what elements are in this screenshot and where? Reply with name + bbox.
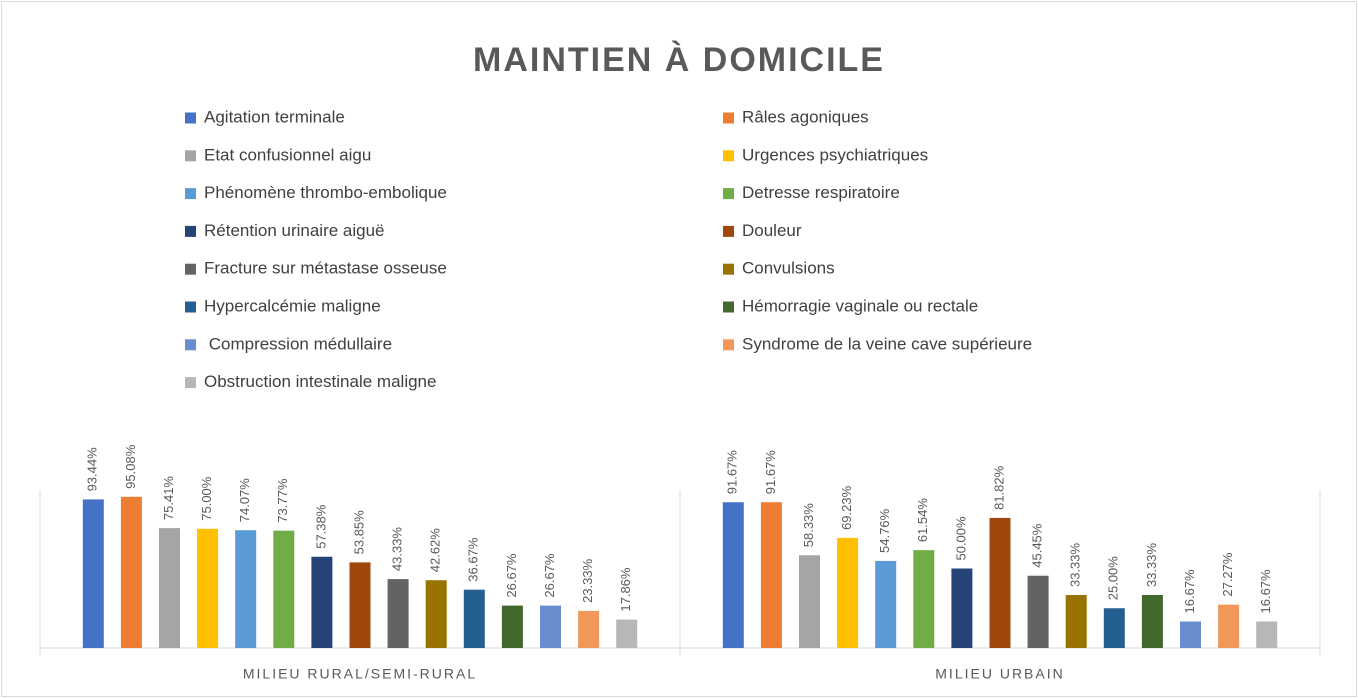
data-label: 57.38% (313, 504, 328, 549)
bar (837, 537, 859, 648)
data-label: 69.23% (839, 485, 854, 530)
legend-swatch (185, 188, 196, 200)
bar (349, 562, 371, 648)
legend-swatch (723, 339, 734, 351)
bar (875, 560, 897, 648)
data-label: 45.45% (1030, 523, 1045, 568)
legend-swatch (185, 263, 196, 275)
bar (1065, 595, 1087, 648)
legend-swatch (723, 188, 734, 200)
data-label: 17.86% (618, 567, 633, 612)
bar (82, 499, 104, 648)
data-label: 61.54% (915, 498, 930, 543)
data-label: 81.82% (991, 465, 1006, 510)
bar (1256, 621, 1278, 648)
data-label: 95.08% (123, 444, 138, 489)
data-label: 74.07% (237, 478, 252, 523)
data-label: 75.00% (199, 476, 214, 521)
bar (1103, 608, 1125, 648)
data-label: 16.67% (1182, 569, 1197, 614)
legend-label: Syndrome de la veine cave supérieure (742, 334, 1032, 353)
legend-label: Etat confusionnel aigu (204, 145, 371, 164)
legend-swatch (185, 377, 196, 389)
data-label: 91.67% (725, 450, 740, 495)
chart-title: MAINTIEN À DOMICILE (473, 41, 885, 79)
legend-label: Phénomène thrombo-embolique (204, 183, 447, 202)
bar (989, 517, 1011, 648)
data-label: 42.62% (428, 528, 443, 573)
bar (463, 589, 485, 648)
data-label: 93.44% (85, 447, 100, 492)
legend-swatch (185, 225, 196, 237)
bar (425, 580, 447, 648)
legend-label: Hypercalcémie maligne (204, 296, 381, 315)
legend-label: Râles agoniques (742, 107, 869, 126)
data-label: 54.76% (877, 508, 892, 553)
legend-swatch (723, 301, 734, 313)
legend-label: Hémorragie vaginale ou rectale (742, 296, 978, 315)
bar (913, 550, 935, 648)
bar (1141, 595, 1163, 648)
legend-label: Fracture sur métastase osseuse (204, 259, 447, 278)
legend-label: Detresse respiratoire (742, 183, 900, 202)
legend-label: Convulsions (742, 259, 835, 278)
data-label: 25.00% (1106, 556, 1121, 601)
legend-label: Obstruction intestinale maligne (204, 372, 436, 391)
data-label: 23.33% (580, 558, 595, 603)
legend-label: Agitation terminale (204, 107, 345, 126)
bar (273, 530, 295, 648)
legend-label: Douleur (742, 221, 802, 240)
bar (235, 530, 257, 648)
legend-swatch (185, 150, 196, 162)
data-label: 50.00% (953, 516, 968, 561)
legend-swatch (185, 301, 196, 313)
bar (951, 568, 973, 648)
x-tick-label: MILIEU URBAIN (935, 666, 1064, 682)
data-label: 53.85% (351, 510, 366, 555)
data-label: 75.41% (161, 476, 176, 521)
bar (616, 619, 638, 648)
data-label: 27.27% (1220, 552, 1235, 597)
bar (311, 556, 333, 648)
bar (501, 605, 523, 648)
bar (197, 528, 219, 648)
bar (722, 502, 744, 648)
legend-label: Urgences psychiatriques (742, 145, 928, 164)
data-label: 26.67% (542, 553, 557, 598)
bar (540, 605, 561, 648)
bar (578, 610, 600, 648)
data-label: 58.33% (801, 503, 816, 548)
legend-swatch (185, 339, 196, 351)
data-label: 33.33% (1144, 542, 1159, 587)
legend-label: Rétention urinaire aiguë (204, 221, 385, 240)
data-label: 33.33% (1068, 542, 1083, 587)
bar (1180, 621, 1201, 648)
bar (760, 502, 782, 648)
data-label: 36.67% (466, 537, 481, 582)
bar (120, 496, 142, 648)
legend-swatch (723, 225, 734, 237)
bar (387, 579, 409, 648)
legend-label: Compression médullaire (204, 334, 392, 353)
legend-swatch (723, 112, 734, 124)
bar (1218, 604, 1240, 648)
data-label: 43.33% (390, 527, 405, 572)
bar (799, 555, 820, 648)
x-tick-label: MILIEU RURAL/SEMI-RURAL (243, 666, 477, 682)
legend-swatch (185, 112, 196, 124)
bar (1027, 575, 1049, 648)
legend-swatch (723, 263, 734, 275)
data-label: 73.77% (275, 478, 290, 523)
data-label: 26.67% (504, 553, 519, 598)
bar (159, 528, 180, 648)
legend-swatch (723, 150, 734, 162)
data-label: 16.67% (1258, 569, 1273, 614)
data-label: 91.67% (763, 450, 778, 495)
